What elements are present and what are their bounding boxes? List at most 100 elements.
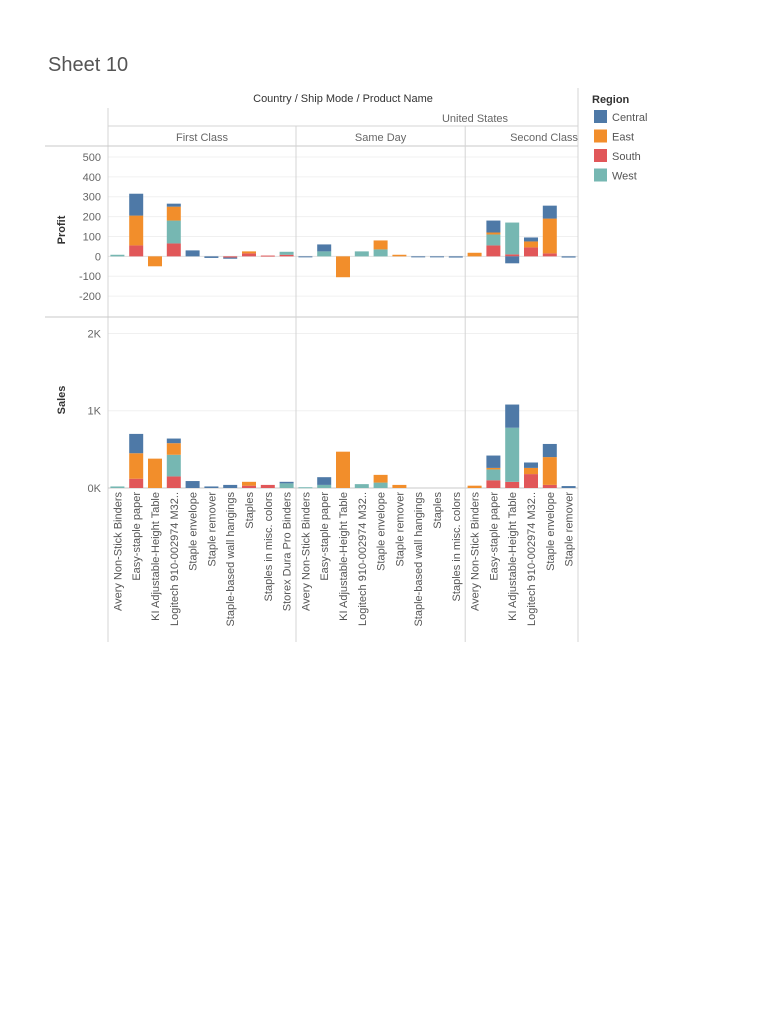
profit-bar-second-class-staple-envelope-central[interactable] [542,205,557,219]
legend-swatch-east[interactable] [594,129,607,143]
profit-bar-same-day-easy-staple-paper-west[interactable] [317,251,332,257]
profit-bar-first-class-logitech-910-002974-m32-central[interactable] [166,203,181,207]
sales-bar-second-class-ki-adjustable-height-table-south[interactable] [505,481,520,488]
sales-bar-first-class-logitech-910-002974-m32-west[interactable] [166,454,181,477]
profit-bar-second-class-staple-envelope-south[interactable] [542,253,557,257]
profit-bar-first-class-storex-dura-pro-binders-south[interactable] [279,254,294,257]
bar-marks[interactable] [110,193,576,489]
profit-bar-same-day-avery-non-stick-binders-central[interactable] [298,256,313,258]
legend-swatch-central[interactable] [594,110,607,123]
profit-bar-second-class-easy-staple-paper-central[interactable] [486,220,501,233]
sales-bar-first-class-ki-adjustable-height-table-east[interactable] [148,458,162,488]
sales-bar-first-class-avery-non-stick-binders-west[interactable] [110,486,125,488]
sales-bar-first-class-logitech-910-002974-m32-central[interactable] [166,438,181,444]
region-legend[interactable]: Region Central East South West [592,94,647,183]
profit-bar-first-class-ki-adjustable-height-table-east[interactable] [148,256,162,267]
sales-bar-second-class-logitech-910-002974-m32-central[interactable] [524,462,538,468]
profit-bar-second-class-logitech-910-002974-m32-east[interactable] [524,241,538,248]
sales-bar-second-class-avery-non-stick-binders-east[interactable] [467,485,482,488]
sales-bar-second-class-easy-staple-paper-south[interactable] [486,480,501,488]
profit-bar-second-class-ki-adjustable-height-table-central[interactable] [505,256,520,264]
profit-bar-first-class-staple-remover-central[interactable] [204,256,219,258]
profit-bar-first-class-staple-based-wall-hangings-central[interactable] [223,257,238,259]
sales-bar-same-day-staple-remover-east[interactable] [392,484,407,488]
legend-label-south[interactable]: South [612,151,641,163]
sales-bar-second-class-staple-envelope-central[interactable] [542,443,557,458]
sales-bar-same-day-staple-envelope-east[interactable] [373,474,388,483]
legend-swatch-west[interactable] [594,168,607,182]
profit-bar-second-class-ki-adjustable-height-table-west[interactable] [505,222,520,255]
profit-bar-second-class-easy-staple-paper-west[interactable] [486,234,501,246]
sales-bar-second-class-staple-remover-central[interactable] [561,486,576,488]
profit-bar-first-class-staple-based-wall-hangings-south[interactable] [223,256,238,258]
sales-bar-first-class-staples-south[interactable] [242,485,256,488]
sheet-title: Sheet 10 [48,54,129,76]
profit-bar-second-class-staple-remover-central[interactable] [561,256,576,258]
profit-bar-first-class-logitech-910-002974-m32-east[interactable] [166,206,181,221]
sales-bar-same-day-logitech-910-002974-m32-west[interactable] [354,484,369,488]
profit-bar-second-class-logitech-910-002974-m32-central[interactable] [524,237,538,242]
profit-bar-same-day-staples-in-misc-colors-central[interactable] [448,256,463,258]
sales-bar-first-class-staple-remover-central[interactable] [204,486,219,488]
profit-bar-same-day-staple-envelope-west[interactable] [373,249,388,257]
profit-bar-same-day-staple-remover-east[interactable] [392,254,407,257]
profit-bar-second-class-avery-non-stick-binders-east[interactable] [467,252,482,257]
country-header: United States [442,113,509,125]
legend-label-west[interactable]: West [612,171,637,183]
profit-bar-same-day-staples-central[interactable] [430,256,444,258]
profit-bar-same-day-staple-based-wall-hangings-central[interactable] [411,256,426,258]
profit-bar-same-day-ki-adjustable-height-table-east[interactable] [336,256,350,278]
sales-bar-second-class-easy-staple-paper-east[interactable] [486,467,501,470]
sales-bar-first-class-logitech-910-002974-m32-east[interactable] [166,443,181,455]
sales-bar-first-class-storex-dura-pro-binders-central[interactable] [279,481,294,484]
profit-bar-first-class-staples-in-misc-colors-south[interactable] [260,255,275,257]
sales-bar-first-class-easy-staple-paper-south[interactable] [129,478,144,488]
sales-bar-first-class-staples-in-misc-colors-south[interactable] [260,484,275,488]
sales-bar-first-class-storex-dura-pro-binders-west[interactable] [279,483,294,488]
category-label-same-day-staple-envelope: Staple envelope [376,492,388,571]
sales-bar-first-class-staple-envelope-central[interactable] [185,481,200,488]
profit-bar-second-class-easy-staple-paper-east[interactable] [486,232,501,235]
sales-bar-second-class-ki-adjustable-height-table-central[interactable] [505,404,520,428]
sales-bar-first-class-logitech-910-002974-m32-south[interactable] [166,476,181,488]
sales-bar-same-day-easy-staple-paper-west[interactable] [317,484,332,488]
profit-bar-second-class-staple-envelope-east[interactable] [542,218,557,254]
profit-bar-first-class-storex-dura-pro-binders-west[interactable] [279,251,294,255]
profit-bar-first-class-staples-east[interactable] [242,251,256,254]
sales-bar-first-class-staple-based-wall-hangings-central[interactable] [223,484,238,488]
profit-bar-first-class-staples-south[interactable] [242,253,256,257]
legend-swatch-south[interactable] [594,149,607,162]
profit-bar-same-day-easy-staple-paper-central[interactable] [317,244,332,252]
profit-bar-first-class-logitech-910-002974-m32-west[interactable] [166,220,181,244]
sales-bar-second-class-easy-staple-paper-west[interactable] [486,469,501,481]
profit-bar-second-class-ki-adjustable-height-table-south[interactable] [505,254,520,257]
sales-bar-same-day-ki-adjustable-height-table-east[interactable] [336,451,350,488]
profit-tick-label: 500 [83,152,101,164]
sales-bar-first-class-easy-staple-paper-central[interactable] [129,433,144,454]
sales-bar-second-class-staple-envelope-south[interactable] [542,484,557,488]
sales-bar-first-class-staples-east[interactable] [242,481,256,486]
category-label-first-class-staples: Staples [244,492,256,529]
legend-label-central[interactable]: Central [612,112,647,124]
ship-mode-header-second-class: Second Class [510,132,578,144]
sales-bar-second-class-logitech-910-002974-m32-south[interactable] [524,474,538,488]
sales-bar-first-class-easy-staple-paper-east[interactable] [129,453,144,479]
profit-bar-second-class-logitech-910-002974-m32-south[interactable] [524,247,538,257]
profit-bar-first-class-logitech-910-002974-m32-south[interactable] [166,243,181,257]
sales-bar-same-day-avery-non-stick-binders-west[interactable] [298,487,313,489]
sales-bar-second-class-ki-adjustable-height-table-west[interactable] [505,427,520,482]
profit-bar-first-class-easy-staple-paper-central[interactable] [129,193,144,216]
sales-bar-second-class-staple-envelope-east[interactable] [542,457,557,485]
profit-bar-first-class-avery-non-stick-binders-west[interactable] [110,254,125,257]
profit-bar-first-class-staple-envelope-central[interactable] [185,250,200,257]
legend-label-east[interactable]: East [612,132,634,144]
sales-bar-same-day-easy-staple-paper-central[interactable] [317,477,332,485]
profit-bar-first-class-easy-staple-paper-east[interactable] [129,215,144,246]
profit-bar-same-day-staple-envelope-east[interactable] [373,240,388,250]
profit-bar-same-day-logitech-910-002974-m32-west[interactable] [354,251,369,257]
sales-bar-same-day-staple-envelope-west[interactable] [373,482,388,488]
profit-bar-second-class-easy-staple-paper-south[interactable] [486,245,501,257]
profit-bar-first-class-easy-staple-paper-south[interactable] [129,245,144,257]
sales-bar-second-class-logitech-910-002974-m32-east[interactable] [524,467,538,475]
sales-bar-second-class-easy-staple-paper-central[interactable] [486,455,501,468]
